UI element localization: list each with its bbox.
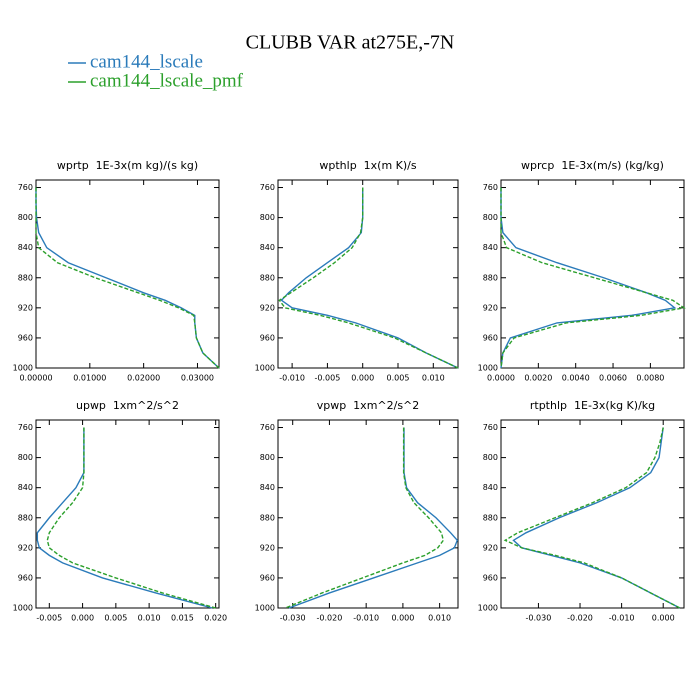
y-tick-label: 920 [18,303,33,312]
x-tick-label: 0.01000 [73,374,106,383]
y-tick-label: 1000 [255,604,275,613]
x-tick-label: 0.0020 [524,374,552,383]
y-tick-label: 920 [260,543,275,552]
y-tick-label: 760 [483,183,498,192]
y-tick-label: 1000 [13,364,33,373]
x-tick-label: -0.020 [317,614,343,623]
y-tick-label: 880 [18,273,33,282]
x-tick-label: 0.0000 [487,374,515,383]
y-tick-label: 880 [483,273,498,282]
profile-line [500,187,677,369]
y-tick-label: 880 [18,513,33,522]
x-tick-label: 0.0060 [599,374,627,383]
x-tick-label: 0.0040 [562,374,590,383]
profile-line [288,427,459,609]
legend-label: cam144_lscale_pmf [90,70,244,91]
profile-line [500,187,686,369]
x-tick-label: -0.005 [315,374,341,383]
panel-title: upwp 1xm^2/s^2 [76,399,179,412]
y-tick-label: 840 [18,243,33,252]
y-tick-label: 960 [483,333,498,342]
y-tick-label: 960 [18,573,33,582]
plot-frame [500,419,685,609]
plot-frame [277,419,459,609]
x-tick-label: 0.000 [391,614,414,623]
legend-label: cam144_lscale [90,51,203,72]
x-tick-label: 0.000 [71,614,94,623]
y-tick-label: 840 [260,483,275,492]
x-tick-label: 0.010 [422,374,445,383]
figure-title: CLUBB VAR at275E,-7N [246,32,455,54]
x-tick-label: 0.0080 [636,374,664,383]
profile-line [503,427,681,609]
plot-frame [500,179,685,369]
y-tick-label: 760 [18,183,33,192]
y-tick-label: 800 [260,453,275,462]
y-tick-label: 880 [483,513,498,522]
x-tick-label: 0.02000 [127,374,160,383]
y-tick-label: 920 [483,543,498,552]
plot-frame [35,419,220,609]
plot-frame [277,179,459,369]
x-tick-label: 0.010 [428,614,451,623]
y-tick-label: 840 [18,483,33,492]
y-tick-label: 800 [483,213,498,222]
x-tick-label: -0.010 [609,614,635,623]
x-tick-label: 0.03000 [181,374,214,383]
y-tick-label: 880 [260,513,275,522]
x-tick-label: 0.015 [171,614,194,623]
y-tick-label: 920 [18,543,33,552]
y-tick-label: 920 [483,303,498,312]
x-tick-label: 0.000 [351,374,374,383]
y-tick-label: 760 [260,423,275,432]
y-tick-label: 800 [18,453,33,462]
profile-line [280,187,459,369]
y-tick-label: 800 [260,213,275,222]
y-tick-label: 1000 [255,364,275,373]
x-tick-label: -0.010 [353,614,379,623]
panel-title: wpthlp 1x(m K)/s [319,159,417,172]
profile-line [35,187,220,369]
x-tick-label: -0.030 [280,614,306,623]
y-tick-label: 1000 [13,604,33,613]
x-tick-label: 0.020 [204,614,227,623]
y-tick-label: 1000 [478,364,498,373]
x-tick-label: -0.005 [36,614,62,623]
x-tick-label: -0.020 [567,614,593,623]
panel-title: wprtp 1E-3x(m kg)/(s kg) [57,159,198,172]
y-tick-label: 920 [260,303,275,312]
y-tick-label: 960 [18,333,33,342]
profile-line [35,187,220,369]
panel-title: wprcp 1E-3x(m/s) (kg/kg) [521,159,664,172]
x-tick-label: 0.010 [138,614,161,623]
y-tick-label: 760 [18,423,33,432]
y-tick-label: 1000 [478,604,498,613]
x-tick-label: 0.005 [387,374,410,383]
y-tick-label: 960 [260,573,275,582]
y-tick-label: 840 [483,243,498,252]
y-tick-label: 800 [18,213,33,222]
profile-line [278,187,459,369]
plot-frame [35,179,220,369]
profile-line [36,427,213,609]
x-tick-label: 0.00000 [19,374,52,383]
x-tick-label: -0.030 [526,614,552,623]
y-tick-label: 840 [483,483,498,492]
x-tick-label: 0.005 [104,614,127,623]
y-tick-label: 760 [483,423,498,432]
panel-title: vpwp 1xm^2/s^2 [317,399,420,412]
x-tick-label: -0.010 [279,374,305,383]
profile-line [512,427,681,609]
y-tick-label: 960 [260,333,275,342]
y-tick-label: 880 [260,273,275,282]
y-tick-label: 960 [483,573,498,582]
y-tick-label: 800 [483,453,498,462]
profile-line [46,427,216,609]
y-tick-label: 840 [260,243,275,252]
panel-title: rtpthlp 1E-3x(kg K)/kg [530,399,655,412]
y-tick-label: 760 [260,183,275,192]
x-tick-label: 0.000 [652,614,675,623]
